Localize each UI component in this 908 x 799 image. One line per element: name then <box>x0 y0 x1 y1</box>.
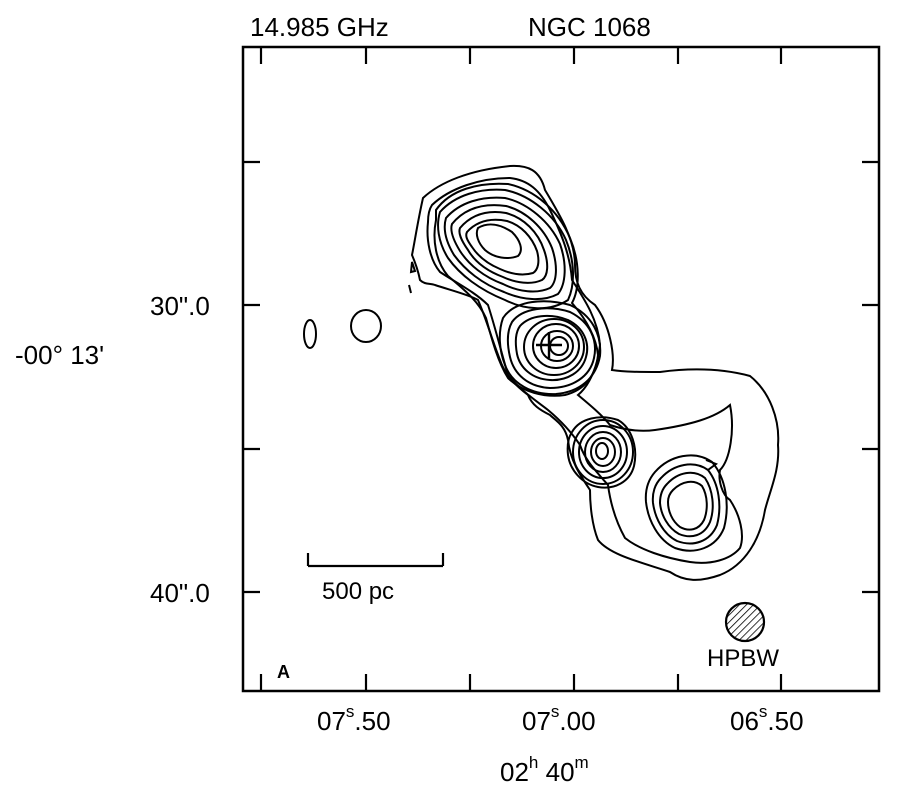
source-name: NGC 1068 <box>528 12 651 42</box>
contour-knot-4 <box>584 431 622 473</box>
contour-tiny-3 <box>705 459 719 471</box>
y-tick-label-40: 40".0 <box>150 578 210 608</box>
x-axis-label: 02h 40m <box>500 753 589 787</box>
contour-tiny-1 <box>409 261 417 274</box>
axis-ticks <box>243 47 879 691</box>
contour-knot-6 <box>595 442 609 460</box>
scale-bar-label: 500 pc <box>322 578 395 605</box>
beam-label: HPBW <box>707 645 779 672</box>
contour-sw-2 <box>651 463 721 545</box>
contour-north-1 <box>437 188 574 310</box>
contour-north-6 <box>475 223 522 259</box>
contour-isolated-far-east <box>303 319 317 349</box>
declination-prefix: -00° 13' <box>15 340 105 370</box>
contour-nucleus-3 <box>523 318 585 376</box>
contour-north-3 <box>450 204 557 293</box>
panel-letter: A <box>277 662 290 682</box>
contour-knot-2 <box>572 419 634 485</box>
x-tick-label-650: 06s.50 <box>730 702 804 736</box>
x-tick-label-700: 07s.00 <box>522 702 596 736</box>
contour-nucleus-4 <box>532 323 580 369</box>
contour-north-4 <box>458 211 549 284</box>
contour-sw-1 <box>644 454 728 552</box>
contour-outer <box>410 164 780 581</box>
contour-knot-1 <box>566 416 637 489</box>
scale-bar <box>306 553 445 568</box>
contours <box>303 164 780 581</box>
contour-isolated-east <box>350 309 382 343</box>
contour-knot-5 <box>590 437 616 467</box>
contour-sw-3 <box>658 471 714 538</box>
contour-north-2 <box>443 196 566 300</box>
contour-nucleus-2 <box>514 314 589 382</box>
contour-band-2 <box>498 300 602 396</box>
contour-knot-3 <box>578 425 628 479</box>
beam-ellipse <box>724 601 766 643</box>
frequency-label: 14.985 GHz <box>250 12 389 42</box>
x-tick-label-750: 07s.50 <box>317 702 391 736</box>
y-tick-label-30: 30".0 <box>150 291 210 321</box>
contour-sw-4 <box>666 480 708 531</box>
contour-tiny-2 <box>408 284 412 294</box>
contour-nucleus-1 <box>506 307 596 390</box>
contour-north-5 <box>465 218 540 276</box>
plot-frame <box>241 45 881 693</box>
